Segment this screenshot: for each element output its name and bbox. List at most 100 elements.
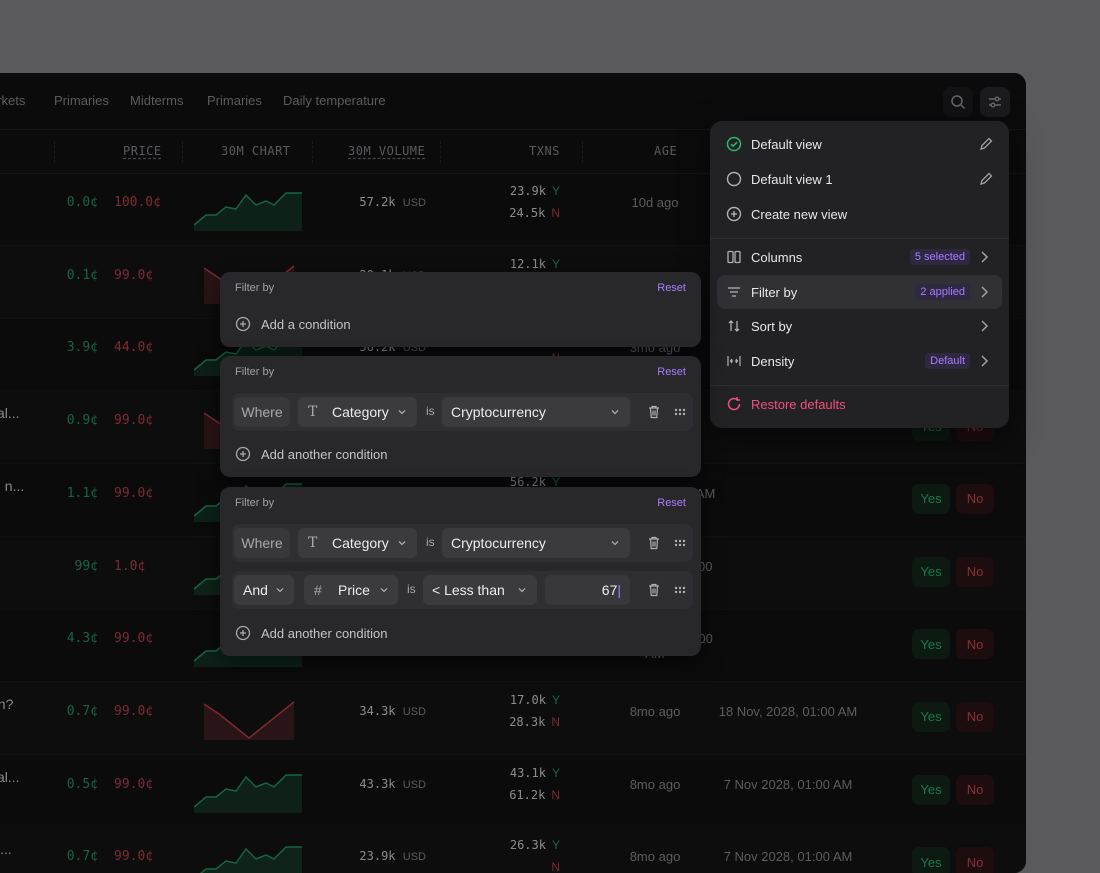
- yes-price: 0.7¢: [66, 703, 98, 719]
- view-options-menu: Default view Default view 1 Create new v…: [710, 121, 1009, 428]
- txns-yes: 26.3k Y: [509, 838, 560, 853]
- filter-title: Filter by: [235, 366, 275, 378]
- add-condition-label: Add a condition: [261, 316, 351, 332]
- density-badge: Default: [925, 353, 970, 369]
- filter-reset-button[interactable]: Reset: [657, 366, 686, 378]
- yes-button[interactable]: Yes: [912, 556, 950, 587]
- menu-item-sort-by[interactable]: Sort by: [717, 309, 1002, 343]
- no-price: 44.0¢: [114, 340, 154, 356]
- no-button[interactable]: No: [956, 701, 994, 732]
- table-row[interactable]: ls... 0.7¢ 99.0¢ 23.9k USD 26.3kY N 8mo ago 7 N…: [0, 827, 1026, 873]
- filter-reset-button[interactable]: Reset: [657, 282, 686, 294]
- field-select[interactable]: T Category: [298, 397, 417, 427]
- table-row[interactable]: tial... 0.5¢ 99.0¢ 43.3k USD 43.1kY 61.2kN 8mo…: [0, 755, 1026, 828]
- menu-item-create-new-view[interactable]: Create new view: [717, 197, 1002, 231]
- no-button[interactable]: No: [956, 483, 994, 514]
- drag-handle-icon[interactable]: [672, 404, 688, 420]
- yes-button[interactable]: Yes: [912, 774, 950, 805]
- no-price: 99.0¢: [114, 267, 154, 283]
- end-date: 7 Nov 2028, 01:00 AM: [723, 849, 853, 865]
- yes-button[interactable]: Yes: [912, 847, 950, 873]
- nav-tab-markets[interactable]: arkets: [0, 93, 26, 108]
- table-row[interactable]: on? 0.7¢ 99.0¢ 34.3k USD 17.0kY 28.3kN 8mo ago…: [0, 681, 1026, 755]
- sort-icon: [728, 320, 740, 332]
- header-volume[interactable]: 30M VOLUME: [348, 144, 426, 158]
- header-chart[interactable]: 30M CHART: [221, 144, 291, 158]
- no-button[interactable]: No: [956, 774, 994, 805]
- number-type-icon: #: [314, 582, 322, 598]
- market-name: tial...: [0, 768, 20, 785]
- menu-label: Restore defaults: [751, 396, 846, 412]
- trash-icon[interactable]: [646, 535, 662, 551]
- pencil-icon[interactable]: [978, 171, 994, 187]
- txns-yes: 23.9k Y: [509, 184, 560, 198]
- txns-yes: 12.1k Y: [509, 256, 560, 271]
- nav-tab-midterms[interactable]: Midterms: [130, 93, 184, 108]
- trash-icon[interactable]: [646, 404, 662, 420]
- menu-item-density[interactable]: Density Default: [717, 344, 1002, 378]
- age: 10d ago: [631, 195, 679, 210]
- volume: 34.3k USD: [359, 703, 426, 718]
- no-button[interactable]: No: [956, 629, 994, 660]
- menu-item-filter-by[interactable]: Filter by 2 applied: [717, 275, 1002, 309]
- yes-price: 3.9¢: [66, 340, 98, 356]
- menu-label: Default view: [751, 136, 822, 152]
- header-price[interactable]: PRICE: [123, 144, 162, 158]
- filter-reset-button[interactable]: Reset: [657, 497, 686, 509]
- txns-yes: 56.2k Y: [509, 474, 560, 489]
- nav-tab-primaries[interactable]: Primaries: [54, 93, 109, 108]
- age: 8mo ago: [629, 703, 681, 719]
- price-value-input[interactable]: 67|: [545, 575, 630, 605]
- menu-label: Density: [751, 353, 795, 369]
- menu-item-columns[interactable]: Columns 5 selected: [717, 240, 1002, 274]
- search-button[interactable]: [943, 87, 973, 117]
- columns-icon: [727, 250, 741, 264]
- volume: 57.2k USD: [359, 195, 426, 209]
- chevron-down-icon: [398, 410, 406, 415]
- menu-item-restore-defaults[interactable]: Restore defaults: [717, 387, 1002, 421]
- pencil-icon[interactable]: [978, 136, 994, 152]
- no-price: 99.0¢: [114, 631, 154, 647]
- drag-handle-icon[interactable]: [672, 535, 688, 551]
- drag-handle-icon[interactable]: [672, 582, 688, 598]
- no-price: 99.0¢: [114, 703, 154, 719]
- settings-button[interactable]: [980, 87, 1010, 117]
- no-price: 100.0¢: [114, 195, 161, 210]
- chevron-right-icon: [981, 286, 989, 298]
- field-select[interactable]: T Category: [298, 528, 417, 558]
- no-button[interactable]: No: [956, 847, 994, 873]
- end-date: 18 Nov, 2028, 01:00 AM: [718, 703, 858, 719]
- nav-tab-primaries-2[interactable]: Primaries: [207, 93, 262, 108]
- field-select-price[interactable]: # Price: [304, 575, 398, 605]
- menu-label: Create new view: [751, 206, 848, 222]
- yes-button[interactable]: Yes: [912, 629, 950, 660]
- add-another-label: Add another condition: [261, 446, 388, 462]
- header-txns[interactable]: TXNS: [529, 144, 560, 158]
- conjunction-select[interactable]: And: [234, 575, 294, 605]
- operator-select[interactable]: < Less than: [423, 575, 537, 605]
- plus-circle-icon: [726, 206, 742, 222]
- chevron-right-icon: [981, 320, 989, 332]
- table-header: PRICE 30M CHART 30M VOLUME TXNS AGE: [0, 129, 1026, 174]
- volume: 23.9k USD: [359, 849, 426, 864]
- value-select[interactable]: Cryptocurrency: [442, 397, 630, 427]
- menu-item-default-view[interactable]: Default view: [717, 127, 1002, 161]
- where-label: Where: [234, 528, 290, 558]
- no-button[interactable]: No: [956, 556, 994, 587]
- nav-tab-daily-temperature[interactable]: Daily temperature: [283, 93, 386, 108]
- menu-item-default-view-1[interactable]: Default view 1: [717, 162, 1002, 196]
- value-select[interactable]: Cryptocurrency: [442, 528, 630, 558]
- operator-value: < Less than: [432, 582, 505, 598]
- add-another-condition-button[interactable]: Add another condition: [235, 625, 387, 641]
- add-another-condition-button[interactable]: Add another condition: [235, 446, 387, 462]
- add-condition-button[interactable]: Add a condition: [235, 316, 351, 332]
- txns-no: 24.5k N: [509, 206, 560, 220]
- filter-condition-row-2: And # Price is < Less than 67|: [232, 571, 693, 609]
- header-age[interactable]: AGE: [654, 144, 678, 158]
- value-text: Cryptocurrency: [451, 535, 546, 551]
- chevron-down-icon: [611, 410, 619, 415]
- yes-button[interactable]: Yes: [912, 701, 950, 732]
- trash-icon[interactable]: [646, 582, 662, 598]
- yes-price: 0.5¢: [66, 776, 98, 792]
- yes-button[interactable]: Yes: [912, 483, 950, 514]
